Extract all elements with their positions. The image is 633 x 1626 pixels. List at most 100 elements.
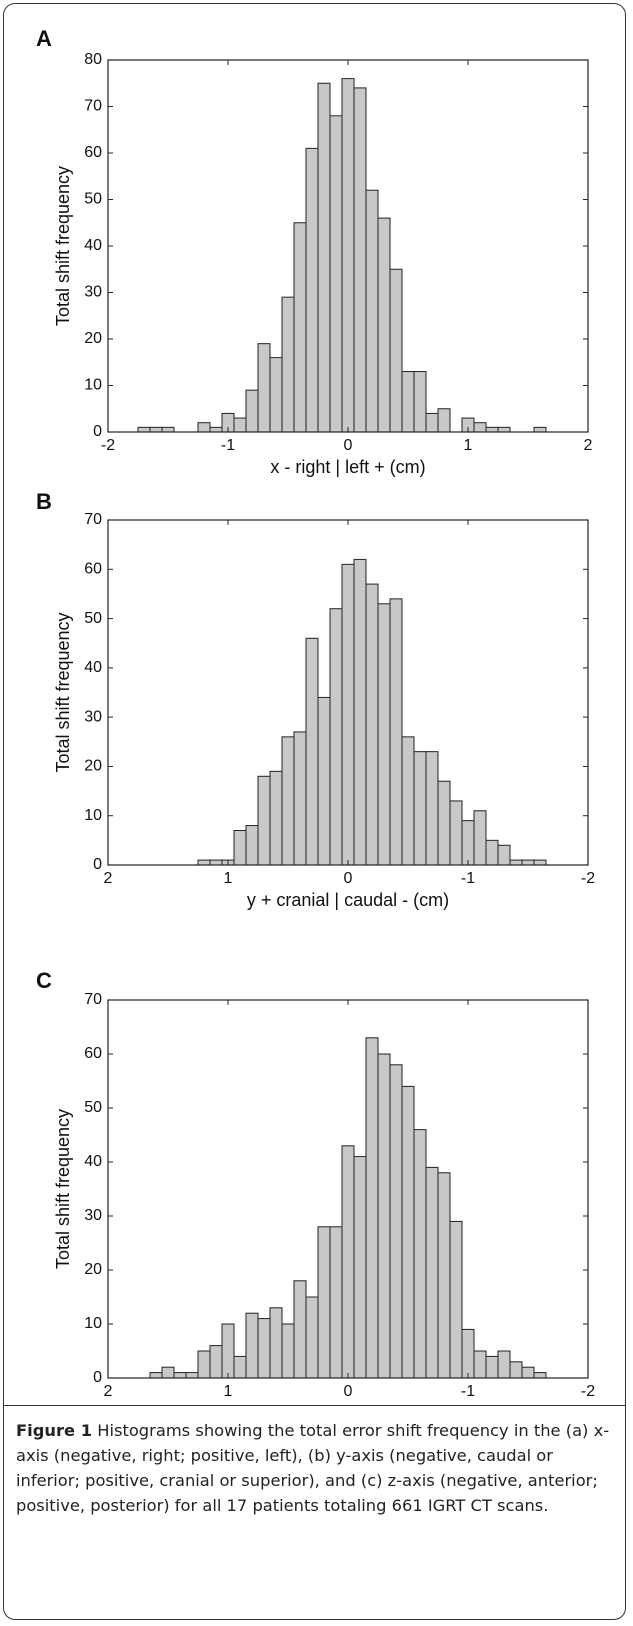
y-tick-label: 10	[84, 377, 102, 394]
bar	[245, 1312, 259, 1379]
y-tick-label: 60	[84, 144, 102, 161]
x-tick-label: -1	[461, 870, 475, 887]
bar	[137, 426, 151, 433]
bar	[269, 357, 283, 433]
bar	[269, 770, 283, 866]
bar	[377, 217, 391, 433]
y-tick-label: 50	[84, 191, 102, 208]
bar	[401, 371, 415, 433]
bar	[377, 603, 391, 866]
bar	[497, 426, 511, 433]
caption: Figure 1 Histograms showing the total er…	[16, 1418, 616, 1518]
bar	[341, 1145, 355, 1379]
x-tick-label: -2	[581, 870, 595, 887]
bar	[521, 1366, 535, 1379]
caption-text: Histograms showing the total error shift…	[16, 1421, 610, 1515]
bar	[413, 1129, 427, 1379]
x-tick-label: 0	[344, 1383, 353, 1400]
bar	[413, 371, 427, 433]
x-tick-label: 2	[104, 870, 113, 887]
x-tick-label: 2	[104, 1383, 113, 1400]
bar	[413, 751, 427, 866]
bar	[461, 820, 475, 866]
bar	[437, 780, 451, 866]
bar	[437, 1172, 451, 1379]
bar	[425, 751, 439, 866]
panel-label: A	[36, 26, 52, 51]
bar	[473, 810, 487, 866]
y-tick-label: 80	[84, 51, 102, 68]
y-tick-label: 60	[84, 561, 102, 578]
bar	[353, 1156, 367, 1379]
x-axis-label: x - right | left + (cm)	[270, 457, 425, 477]
bar	[293, 731, 307, 866]
y-tick-label: 20	[84, 758, 102, 775]
bar	[485, 839, 499, 866]
bar	[197, 1350, 211, 1379]
x-axis-label: y + cranial | caudal - (cm)	[247, 890, 449, 910]
x-tick-label: -2	[581, 1383, 595, 1400]
bar	[173, 1372, 187, 1379]
bar	[437, 408, 451, 433]
bar	[365, 189, 379, 433]
bar	[533, 859, 547, 866]
bar	[257, 343, 271, 433]
bar	[317, 82, 331, 433]
y-tick-label: 50	[84, 1099, 102, 1116]
x-tick-label: -1	[461, 1383, 475, 1400]
figure-frame	[3, 3, 626, 1620]
bar	[497, 844, 511, 866]
bar	[149, 426, 163, 433]
bar	[221, 1323, 235, 1379]
bar	[377, 1053, 391, 1379]
panel-label: C	[36, 968, 52, 993]
x-tick-label: 0	[344, 437, 353, 454]
y-tick-label: 60	[84, 1045, 102, 1062]
x-tick-label: 1	[464, 437, 473, 454]
bar	[329, 608, 343, 866]
bar	[209, 426, 223, 433]
bar	[425, 1166, 439, 1379]
bar	[305, 637, 319, 866]
bar	[329, 115, 343, 433]
bar	[281, 296, 295, 433]
bar	[533, 426, 547, 433]
x-tick-label: -1	[221, 437, 235, 454]
separator	[4, 1405, 626, 1406]
bar	[521, 859, 535, 866]
bar	[473, 422, 487, 433]
bar	[257, 775, 271, 866]
bar	[533, 1372, 547, 1379]
bar	[317, 1226, 331, 1379]
bar	[449, 1220, 463, 1379]
y-tick-label: 70	[84, 991, 102, 1008]
bar	[305, 1296, 319, 1379]
bar	[365, 583, 379, 866]
y-tick-label: 40	[84, 1153, 102, 1170]
bar	[485, 426, 499, 433]
x-tick-label: 1	[224, 870, 233, 887]
x-tick-label: 0	[344, 870, 353, 887]
x-tick-label: -2	[101, 437, 115, 454]
bar	[245, 389, 259, 433]
bar	[257, 1318, 271, 1379]
bar	[185, 1372, 199, 1379]
y-tick-label: 50	[84, 610, 102, 627]
bar	[293, 222, 307, 433]
bar	[509, 1361, 523, 1379]
x-tick-label: 1	[224, 1383, 233, 1400]
bar	[353, 558, 367, 866]
y-tick-label: 0	[93, 856, 102, 873]
bar	[245, 825, 259, 866]
y-tick-label: 0	[93, 1369, 102, 1386]
bar	[197, 422, 211, 433]
x-axis-label: z + posterior | anterior - (cm)	[234, 1403, 461, 1405]
bar	[329, 1226, 343, 1379]
y-tick-label: 30	[84, 1207, 102, 1224]
bar	[509, 859, 523, 866]
bar	[401, 1085, 415, 1379]
bar	[425, 412, 439, 433]
bar	[305, 147, 319, 433]
y-tick-label: 70	[84, 511, 102, 528]
